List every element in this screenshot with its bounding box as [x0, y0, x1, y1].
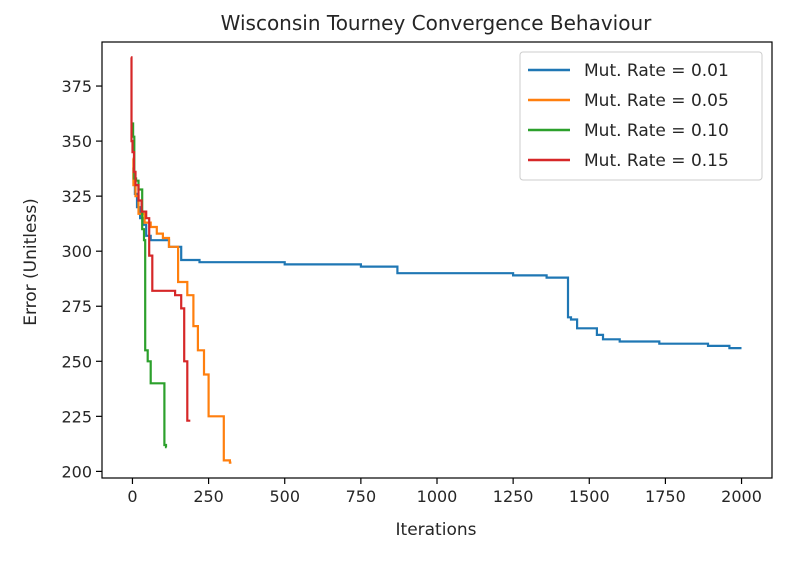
axes-layer: 0 250 500 750 1000 1250 1500 1750 2000 200 225 250 2…: [61, 41, 773, 506]
x-tick-label: 1000: [417, 487, 458, 506]
x-axis-label: Iterations: [396, 520, 477, 540]
x-tick-label: 1500: [569, 487, 610, 506]
chart-title: Wisconsin Tourney Convergence Behaviour: [221, 11, 652, 35]
series-line-2: [132, 157, 232, 464]
x-tick-label: 250: [193, 487, 224, 506]
y-tick-label: 200: [61, 462, 92, 481]
legend: Mut. Rate = 0.01 Mut. Rate = 0.05 Mut. Rat…: [519, 51, 763, 181]
x-tick-label: 1250: [493, 487, 534, 506]
y-tick-label: 350: [61, 132, 92, 151]
y-tick-label: 325: [61, 187, 92, 206]
legend-label: Mut. Rate = 0.10: [584, 121, 729, 141]
x-tick-label: 0: [127, 487, 137, 506]
y-axis-label: Error (Unitless): [21, 198, 41, 326]
x-tick-label: 500: [269, 487, 300, 506]
x-tick-label: 1750: [645, 487, 686, 506]
y-tick-label: 275: [61, 297, 92, 316]
series-layer: [130, 56, 742, 464]
legend-box: [519, 51, 763, 181]
x-tick-label: 750: [346, 487, 377, 506]
y-tick-label: 250: [61, 352, 92, 371]
legend-label: Mut. Rate = 0.05: [584, 91, 729, 111]
y-tick-label: 375: [61, 77, 92, 96]
series-line-4: [130, 56, 191, 422]
legend-label: Mut. Rate = 0.01: [584, 61, 729, 81]
y-tick-label: 300: [61, 242, 92, 261]
y-tick-label: 225: [61, 407, 92, 426]
x-tick-label: 2000: [721, 487, 762, 506]
legend-label: Mut. Rate = 0.15: [584, 151, 729, 171]
